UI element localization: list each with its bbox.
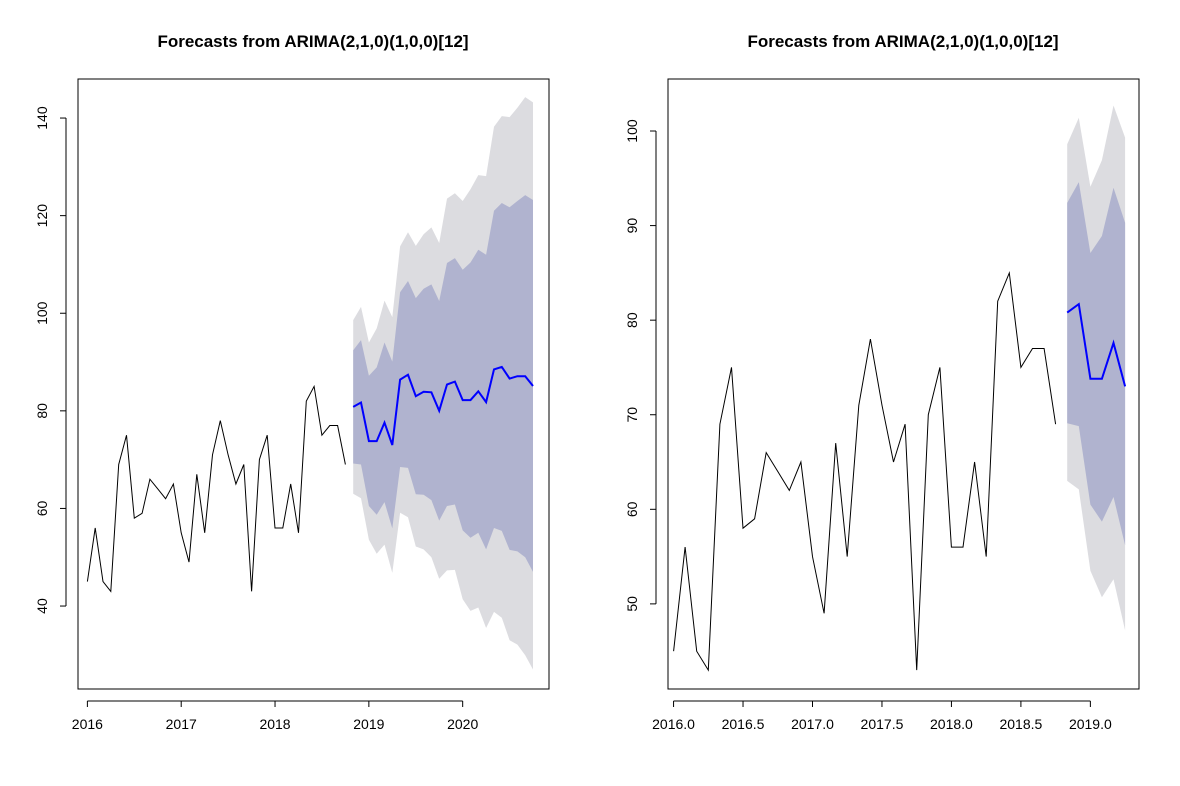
y-tick-label: 140 [34,106,50,130]
x-tick-label: 2017.5 [861,716,904,732]
forecast-mean-line [352,365,534,446]
chart-title: Forecasts from ARIMA(2,1,0)(1,0,0)[12] [747,32,1058,51]
y-tick-label: 90 [624,218,640,234]
plot-frame [667,78,1140,690]
x-tick-label: 2017 [166,716,197,732]
y-tick-label: 70 [624,407,640,423]
plot-frame [77,78,550,690]
observed-series-line [673,270,1057,672]
y-tick-label: 100 [624,119,640,143]
y-tick-label: 120 [34,204,50,228]
x-tick-label: 2019.0 [1069,716,1112,732]
x-tick-label: 2020 [447,716,478,732]
prediction-band-80 [1067,182,1126,546]
x-tick-label: 2017.0 [791,716,834,732]
x-tick-label: 2018 [259,716,290,732]
chart-panel-left: Forecasts from ARIMA(2,1,0)(1,0,0)[12] 2… [34,32,550,732]
x-tick-label: 2019 [353,716,384,732]
forecast-mean-line [1066,302,1127,387]
prediction-band-80 [353,195,533,572]
chart-title: Forecasts from ARIMA(2,1,0)(1,0,0)[12] [157,32,468,51]
y-tick-label: 60 [624,501,640,517]
y-tick-label: 50 [624,596,640,612]
y-tick-label: 40 [34,598,50,614]
y-tick-label: 60 [34,500,50,516]
chart-panel-right: Forecasts from ARIMA(2,1,0)(1,0,0)[12] 2… [624,32,1140,732]
y-tick-label: 80 [34,403,50,419]
x-tick-label: 2016.0 [652,716,695,732]
x-tick-label: 2018.0 [930,716,973,732]
x-tick-label: 2016.5 [722,716,765,732]
x-tick-label: 2016 [72,716,103,732]
y-tick-label: 100 [34,301,50,325]
y-tick-label: 80 [624,312,640,328]
observed-series-line [86,384,346,593]
x-tick-label: 2018.5 [999,716,1042,732]
